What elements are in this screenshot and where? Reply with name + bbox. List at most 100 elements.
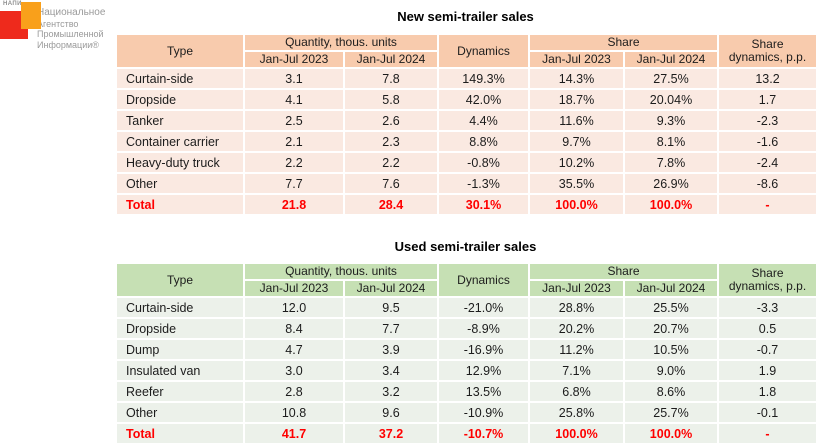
total-value-cell: 100.0% bbox=[623, 193, 719, 216]
row-value-cell: 2.3 bbox=[343, 130, 439, 153]
row-type-cell: Dump bbox=[115, 338, 245, 361]
table-header: Type Quantity, thous. units Dynamics Sha… bbox=[115, 262, 816, 298]
row-value-cell: 20.04% bbox=[623, 88, 719, 111]
logo-text-line: Информации® bbox=[37, 39, 99, 50]
row-type-cell: Dropside bbox=[115, 317, 245, 340]
row-value-cell: 3.2 bbox=[343, 380, 439, 403]
column-header-dynamics: Dynamics bbox=[437, 262, 530, 298]
table-row: Dropside 8.4 7.7 -8.9% 20.2% 20.7% 0.5 bbox=[115, 317, 816, 340]
new-sales-section: New semi-trailer sales Type Quantity, th… bbox=[115, 0, 816, 216]
total-value-cell: 100.0% bbox=[528, 422, 625, 445]
row-value-cell: 25.5% bbox=[623, 296, 719, 319]
row-value-cell: 11.6% bbox=[528, 109, 625, 132]
row-value-cell: 10.5% bbox=[623, 338, 719, 361]
row-value-cell: 9.0% bbox=[623, 359, 719, 382]
table-row: Reefer 2.8 3.2 13.5% 6.8% 8.6% 1.8 bbox=[115, 380, 816, 403]
row-value-cell: 2.1 bbox=[243, 130, 345, 153]
total-value-cell: 100.0% bbox=[623, 422, 719, 445]
logo-text: Национальное Агентство Промышленной Инфо… bbox=[37, 7, 106, 50]
total-value-cell: 28.4 bbox=[343, 193, 439, 216]
row-value-cell: 3.4 bbox=[343, 359, 439, 382]
row-value-cell: 10.8 bbox=[243, 401, 345, 424]
column-header-type: Type bbox=[115, 262, 245, 298]
row-value-cell: 11.2% bbox=[528, 338, 625, 361]
row-value-cell: 8.1% bbox=[623, 130, 719, 153]
row-value-cell: -8.9% bbox=[437, 317, 530, 340]
row-value-cell: 4.1 bbox=[243, 88, 345, 111]
used-sales-section: Used semi-trailer sales Type Quantity, t… bbox=[115, 216, 816, 445]
row-type-cell: Other bbox=[115, 401, 245, 424]
row-value-cell: -1.3% bbox=[437, 172, 530, 195]
row-type-cell: Container carrier bbox=[115, 130, 245, 153]
total-value-cell: 21.8 bbox=[243, 193, 345, 216]
total-value-cell: - bbox=[717, 422, 816, 445]
table-row: Other 7.7 7.6 -1.3% 35.5% 26.9% -8.6 bbox=[115, 172, 816, 195]
total-value-cell: - bbox=[717, 193, 816, 216]
row-value-cell: 13.5% bbox=[437, 380, 530, 403]
table-row: Container carrier 2.1 2.3 8.8% 9.7% 8.1% -1.6 bbox=[115, 130, 816, 153]
column-header-quantity-2024: Jan-Jul 2024 bbox=[343, 279, 439, 298]
row-value-cell: -2.4 bbox=[717, 151, 816, 174]
row-value-cell: 7.8 bbox=[343, 67, 439, 90]
row-value-cell: 5.8 bbox=[343, 88, 439, 111]
column-header-share-2024: Jan-Jul 2024 bbox=[623, 50, 719, 69]
row-value-cell: 8.4 bbox=[243, 317, 345, 340]
napi-wordmark: НАПИ bbox=[3, 1, 22, 7]
row-value-cell: 25.8% bbox=[528, 401, 625, 424]
total-label-cell: Total bbox=[115, 422, 245, 445]
row-value-cell: 20.7% bbox=[623, 317, 719, 340]
row-type-cell: Insulated van bbox=[115, 359, 245, 382]
row-value-cell: 12.9% bbox=[437, 359, 530, 382]
total-value-cell: 30.1% bbox=[437, 193, 530, 216]
row-value-cell: 9.3% bbox=[623, 109, 719, 132]
column-header-share-dynamics: Share dynamics, p.p. bbox=[717, 262, 816, 298]
row-value-cell: 9.5 bbox=[343, 296, 439, 319]
row-value-cell: 9.6 bbox=[343, 401, 439, 424]
row-value-cell: 20.2% bbox=[528, 317, 625, 340]
column-header-quantity-2023: Jan-Jul 2023 bbox=[243, 50, 345, 69]
column-group-quantity: Quantity, thous. units bbox=[243, 33, 439, 52]
row-value-cell: -8.6 bbox=[717, 172, 816, 195]
content-area: New semi-trailer sales Type Quantity, th… bbox=[115, 0, 816, 445]
total-label-cell: Total bbox=[115, 193, 245, 216]
total-row: Total 21.8 28.4 30.1% 100.0% 100.0% - bbox=[115, 193, 816, 216]
table-header: Type Quantity, thous. units Dynamics Sha… bbox=[115, 33, 816, 69]
logo-text-line: Промышленной bbox=[37, 29, 104, 39]
column-header-share-2023: Jan-Jul 2023 bbox=[528, 279, 625, 298]
row-value-cell: 3.9 bbox=[343, 338, 439, 361]
new-sales-title: New semi-trailer sales bbox=[397, 9, 534, 24]
column-header-quantity-2023: Jan-Jul 2023 bbox=[243, 279, 345, 298]
column-group-share: Share bbox=[528, 262, 719, 281]
row-value-cell: 25.7% bbox=[623, 401, 719, 424]
row-value-cell: 1.7 bbox=[717, 88, 816, 111]
row-value-cell: 28.8% bbox=[528, 296, 625, 319]
table-row: Curtain-side 12.0 9.5 -21.0% 28.8% 25.5% -3.3 bbox=[115, 296, 816, 319]
column-group-share: Share bbox=[528, 33, 719, 52]
row-value-cell: -16.9% bbox=[437, 338, 530, 361]
row-value-cell: 8.6% bbox=[623, 380, 719, 403]
row-type-cell: Tanker bbox=[115, 109, 245, 132]
table-row: Heavy-duty truck 2.2 2.2 -0.8% 10.2% 7.8% -2.4 bbox=[115, 151, 816, 174]
table-row: Dump 4.7 3.9 -16.9% 11.2% 10.5% -0.7 bbox=[115, 338, 816, 361]
table-row: Other 10.8 9.6 -10.9% 25.8% 25.7% -0.1 bbox=[115, 401, 816, 424]
row-type-cell: Curtain-side bbox=[115, 296, 245, 319]
row-type-cell: Reefer bbox=[115, 380, 245, 403]
row-value-cell: -2.3 bbox=[717, 109, 816, 132]
row-value-cell: 2.8 bbox=[243, 380, 345, 403]
column-header-share-dynamics: Share dynamics, p.p. bbox=[717, 33, 816, 69]
row-value-cell: 7.1% bbox=[528, 359, 625, 382]
row-value-cell: 3.0 bbox=[243, 359, 345, 382]
row-type-cell: Dropside bbox=[115, 88, 245, 111]
row-value-cell: -0.7 bbox=[717, 338, 816, 361]
row-value-cell: 13.2 bbox=[717, 67, 816, 90]
row-value-cell: 35.5% bbox=[528, 172, 625, 195]
logo-text-line: Национальное bbox=[37, 7, 106, 18]
total-value-cell: 37.2 bbox=[343, 422, 439, 445]
table-row: Dropside 4.1 5.8 42.0% 18.7% 20.04% 1.7 bbox=[115, 88, 816, 111]
row-value-cell: 14.3% bbox=[528, 67, 625, 90]
row-value-cell: 12.0 bbox=[243, 296, 345, 319]
used-sales-title: Used semi-trailer sales bbox=[394, 239, 537, 254]
row-value-cell: 27.5% bbox=[623, 67, 719, 90]
row-value-cell: 7.8% bbox=[623, 151, 719, 174]
row-value-cell: -3.3 bbox=[717, 296, 816, 319]
